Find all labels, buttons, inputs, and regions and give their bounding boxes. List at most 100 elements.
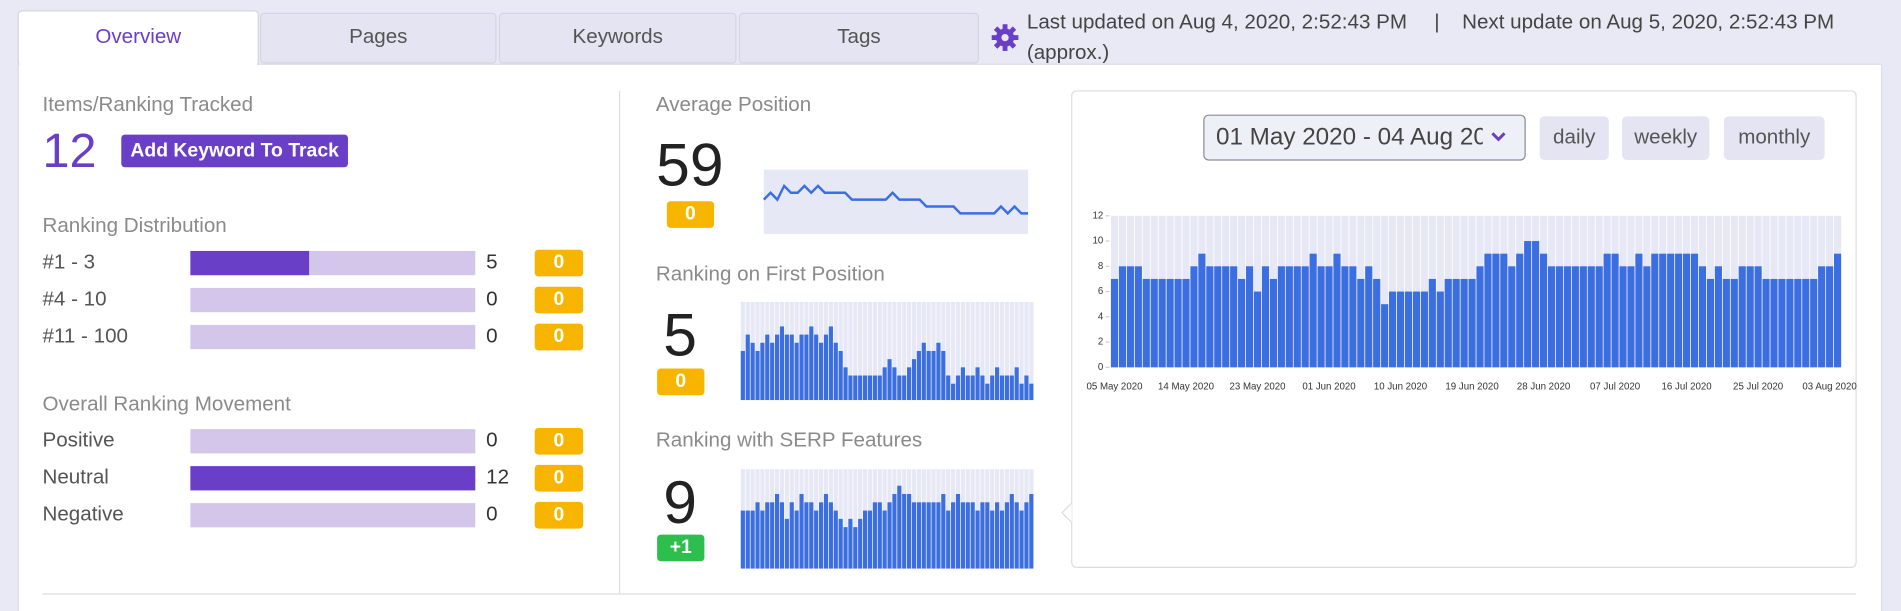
- tab[interactable]: [260, 12, 497, 64]
- interval-button[interactable]: [1723, 116, 1825, 161]
- bar-bg: [902, 301, 907, 401]
- bar: [902, 494, 907, 569]
- y-tick-label: 4: [1098, 311, 1104, 322]
- bar: [765, 334, 770, 401]
- bar: [1014, 502, 1019, 569]
- metric-title: Ranking on First Position: [656, 263, 885, 286]
- bar: [990, 375, 995, 401]
- bar: [1627, 266, 1635, 368]
- date-range-dropdown[interactable]: 01 May 2020 - 04 Aug 2020: [1203, 114, 1526, 161]
- bar: [975, 510, 980, 569]
- bar: [1571, 266, 1579, 368]
- bar: [955, 494, 961, 569]
- x-tick-label: 10 Jun 2020: [1374, 381, 1428, 392]
- bar: [1166, 278, 1174, 368]
- bar: [951, 502, 956, 569]
- bar: [1150, 278, 1158, 368]
- tab-label[interactable]: Pages: [349, 25, 407, 48]
- bar: [809, 326, 814, 401]
- button-bg[interactable]: [121, 134, 348, 168]
- bar: [897, 485, 902, 569]
- tab[interactable]: [738, 12, 979, 64]
- bar: [819, 502, 824, 569]
- dropdown-box[interactable]: [1203, 114, 1526, 161]
- section-title: Ranking Distribution: [42, 214, 226, 237]
- y-tick-label: 6: [1098, 286, 1103, 297]
- bar: [1833, 253, 1842, 368]
- row-count: 0: [486, 287, 497, 310]
- bar-bg: [863, 301, 868, 401]
- bar: [828, 502, 833, 569]
- row-label: #4 - 10: [42, 287, 106, 310]
- bar: [1365, 266, 1373, 368]
- bar-bg: [999, 301, 1005, 401]
- bar: [853, 375, 858, 401]
- section-title: Overall Ranking Movement: [42, 392, 291, 415]
- bar: [1802, 278, 1810, 368]
- interval-label[interactable]: daily: [1553, 126, 1596, 149]
- bar-bg: [848, 301, 853, 401]
- bar: [926, 502, 931, 569]
- bar: [1603, 253, 1611, 368]
- dropdown-value[interactable]: 01 May 2020 - 04 Aug 2020: [1216, 124, 1514, 151]
- bar: [848, 518, 853, 569]
- tab-label[interactable]: Keywords: [573, 25, 663, 48]
- badge-label: 0: [554, 288, 565, 310]
- y-tick-label: 2: [1098, 337, 1103, 348]
- bar: [774, 494, 780, 569]
- tab-label[interactable]: Tags: [837, 25, 881, 48]
- bar: [1651, 253, 1659, 368]
- y-tick-label: 12: [1092, 210, 1103, 221]
- bar: [1009, 375, 1014, 401]
- metric-title: Average Position: [656, 93, 811, 116]
- bar-bg: [990, 301, 995, 401]
- add-keyword-button[interactable]: Add Keyword To Track: [121, 134, 348, 168]
- bar: [1412, 291, 1421, 368]
- bar: [921, 502, 926, 569]
- interval-button[interactable]: [1622, 116, 1710, 161]
- bar: [995, 502, 1000, 569]
- bar: [872, 375, 877, 401]
- bar: [1547, 266, 1556, 368]
- bar-bg: [965, 301, 970, 401]
- bar: [1158, 278, 1166, 368]
- bar: [1722, 278, 1730, 368]
- row-count: 0: [486, 324, 497, 347]
- bar: [970, 502, 975, 569]
- bar: [843, 367, 848, 401]
- bar: [946, 510, 951, 569]
- bar: [755, 350, 760, 401]
- bar: [1563, 266, 1571, 368]
- bar: [995, 367, 1000, 401]
- sparkline: [762, 183, 1029, 216]
- interval-label[interactable]: weekly: [1633, 126, 1698, 149]
- bar: [1587, 266, 1595, 368]
- bar: [190, 250, 310, 276]
- bar: [1579, 266, 1587, 368]
- bar-bg: [853, 301, 858, 401]
- bar: [999, 375, 1005, 401]
- bar: [1381, 304, 1389, 368]
- y-tick-label: 8: [1098, 261, 1103, 272]
- bar: [740, 510, 745, 569]
- bar: [1818, 266, 1826, 368]
- interval-button[interactable]: [1539, 116, 1609, 161]
- bar: [1428, 278, 1436, 368]
- bar: [1110, 278, 1119, 368]
- bar: [877, 502, 882, 569]
- bar: [1611, 253, 1619, 368]
- tab-label[interactable]: Overview: [95, 25, 181, 48]
- row-label: Neutral: [42, 466, 108, 489]
- bar: [838, 350, 843, 401]
- interval-label[interactable]: monthly: [1738, 126, 1811, 149]
- gear-icon: [991, 24, 1019, 51]
- bar-bg: [843, 301, 848, 401]
- bar: [916, 350, 921, 401]
- tab[interactable]: [498, 12, 737, 64]
- bar: [1190, 266, 1198, 368]
- chevron[interactable]: [1491, 132, 1506, 142]
- bar: [1786, 278, 1794, 368]
- button-label[interactable]: Add Keyword To Track: [130, 140, 339, 162]
- bar: [1738, 266, 1746, 368]
- bar-bg: [975, 301, 980, 401]
